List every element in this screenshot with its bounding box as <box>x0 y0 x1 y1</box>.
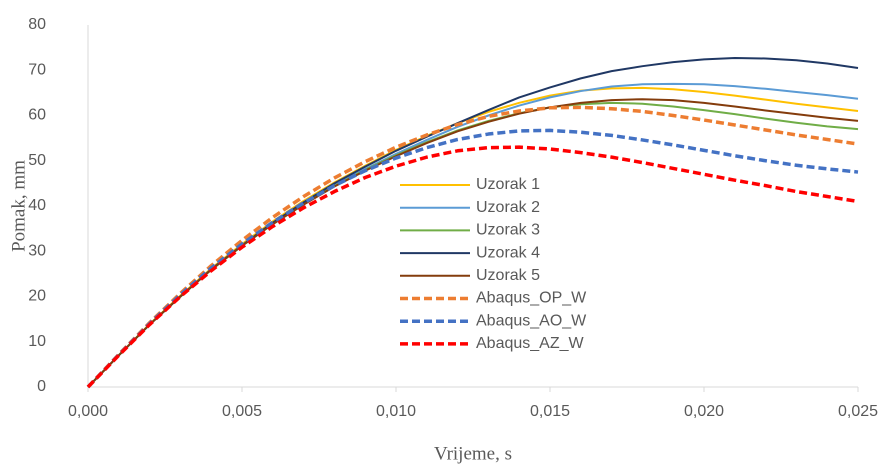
legend-label: Uzorak 4 <box>476 244 540 261</box>
series-line <box>86 145 859 389</box>
legend-label: Uzorak 1 <box>476 176 540 193</box>
x-tick-label: 0,020 <box>684 403 724 420</box>
legend-label: Uzorak 3 <box>476 222 540 239</box>
y-axis-title: Pomak, mm <box>8 160 29 252</box>
series-line <box>87 82 859 388</box>
legend-label: Abaqus_AZ_W <box>476 335 585 352</box>
y-tick-label: 0 <box>37 378 46 395</box>
series-line <box>86 105 859 389</box>
y-tick-label: 70 <box>28 61 46 78</box>
legend-label: Abaqus_OP_W <box>476 290 587 307</box>
series-line <box>86 128 859 389</box>
legend-label: Uzorak 5 <box>476 267 540 284</box>
x-tick-label: 0,010 <box>376 403 416 420</box>
legend-label: Abaqus_AO_W <box>476 312 587 329</box>
series-line <box>87 86 859 388</box>
x-tick-label: 0,025 <box>838 403 878 420</box>
x-tick-label: 0,015 <box>530 403 570 420</box>
x-tick-label: 0,005 <box>222 403 262 420</box>
y-tick-label: 80 <box>28 16 46 33</box>
legend-label: Uzorak 2 <box>476 199 540 216</box>
y-tick-label: 40 <box>28 197 46 214</box>
series-line <box>87 98 859 388</box>
y-tick-label: 60 <box>28 107 46 124</box>
y-tick-label: 10 <box>28 333 46 350</box>
x-tick-label: 0,000 <box>68 403 108 420</box>
series-line <box>87 101 859 388</box>
y-tick-label: 50 <box>28 152 46 169</box>
y-tick-label: 20 <box>28 288 46 305</box>
y-tick-label: 30 <box>28 242 46 259</box>
x-axis-title: Vrijeme, s <box>434 443 512 464</box>
